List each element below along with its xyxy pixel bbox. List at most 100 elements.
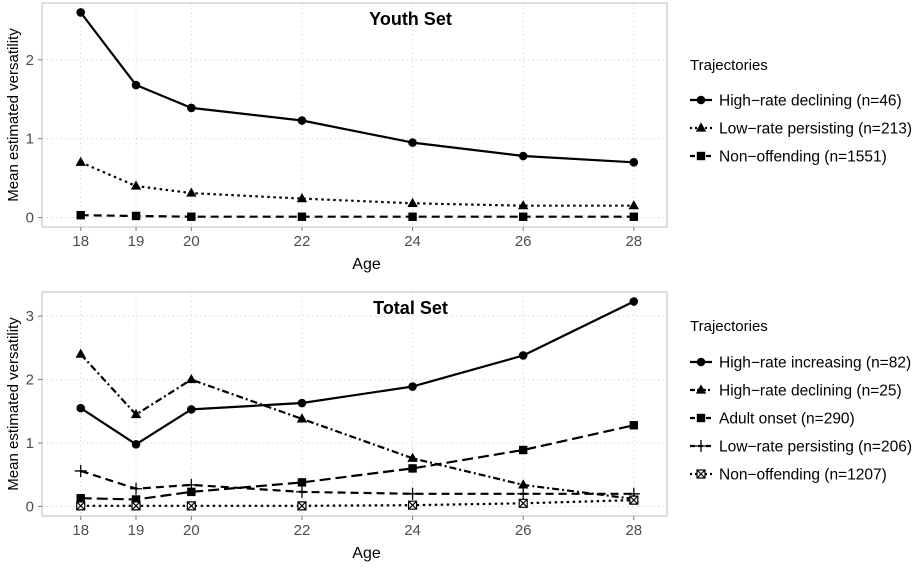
legend-key-marker xyxy=(696,413,706,423)
data-point xyxy=(518,351,528,360)
x-tick-label: 20 xyxy=(183,522,200,539)
x-tick-label: 18 xyxy=(72,522,89,539)
data-point xyxy=(131,501,141,511)
series-line xyxy=(80,499,634,507)
data-point xyxy=(131,211,141,221)
x-tick-label: 18 xyxy=(72,233,89,250)
legend-key-marker xyxy=(695,440,707,452)
data-point xyxy=(518,498,528,508)
data-point xyxy=(131,80,141,90)
series-2 xyxy=(75,348,640,503)
data-point xyxy=(187,103,196,113)
legend-label: Non−offending (n=1551) xyxy=(719,149,887,166)
data-point xyxy=(76,8,86,17)
x-tick-label: 26 xyxy=(515,233,532,250)
data-point xyxy=(629,212,639,221)
data-point xyxy=(297,501,307,511)
x-tick-label: 20 xyxy=(183,233,200,250)
data-point xyxy=(186,373,197,384)
data-point xyxy=(76,501,86,511)
data-point xyxy=(131,439,141,449)
data-point xyxy=(131,495,141,504)
data-point xyxy=(76,494,85,503)
legend-label: Adult onset (n=290) xyxy=(719,411,855,428)
data-point xyxy=(517,487,530,500)
legend: Trajectories High−rate increasing (n=82) H… xyxy=(690,318,912,484)
data-point xyxy=(297,116,307,125)
data-point xyxy=(297,212,307,221)
data-point xyxy=(187,212,196,221)
data-point xyxy=(186,501,196,511)
data-point xyxy=(406,487,419,500)
data-point xyxy=(75,348,86,358)
legend-title: Trajectories xyxy=(690,318,768,335)
data-point xyxy=(75,156,86,166)
series-line xyxy=(80,424,635,501)
series-1 xyxy=(76,8,639,167)
data-point xyxy=(517,200,529,210)
x-tick-label: 19 xyxy=(128,233,145,250)
legend: Trajectories High−rate declining (n=46) Lo… xyxy=(690,57,912,166)
data-point xyxy=(76,403,86,413)
series-2 xyxy=(75,156,640,210)
x-tick-label: 24 xyxy=(404,233,421,250)
data-point xyxy=(518,445,528,455)
plot-border xyxy=(41,2,668,228)
x-tick-label: 28 xyxy=(625,522,642,539)
legend-title: Trajectories xyxy=(690,57,768,74)
data-point xyxy=(187,487,196,497)
data-point xyxy=(296,413,308,423)
data-point xyxy=(518,212,528,221)
series-3 xyxy=(76,210,639,221)
data-point xyxy=(130,482,143,495)
y-tick-label: 1 xyxy=(26,131,34,148)
legend-key-marker xyxy=(696,95,706,105)
y-tick-label: 0 xyxy=(26,210,34,227)
series-1 xyxy=(76,297,639,449)
data-point xyxy=(297,398,307,408)
y-axis-label: Mean estimated versatility xyxy=(5,317,22,491)
data-point xyxy=(629,495,639,505)
data-point xyxy=(296,193,308,203)
legend-label: High−rate increasing (n=82) xyxy=(719,355,911,372)
legend-label: Non−offending (n=1207) xyxy=(719,467,887,484)
legend-key-marker xyxy=(695,122,707,132)
data-point xyxy=(408,138,417,147)
series-4 xyxy=(74,464,640,500)
x-tick-label: 24 xyxy=(404,522,421,539)
chart-title: Youth Set xyxy=(369,9,452,29)
x-axis-label: Age xyxy=(352,545,381,562)
data-point xyxy=(408,382,417,391)
legend-key-marker xyxy=(696,151,706,161)
legend-label: High−rate declining (n=46) xyxy=(719,93,902,110)
y-tick-label: 3 xyxy=(26,308,34,325)
data-point xyxy=(130,408,142,419)
x-tick-label: 28 xyxy=(625,233,642,250)
series-line xyxy=(80,300,635,446)
data-point xyxy=(629,421,639,430)
data-point xyxy=(74,464,87,477)
x-tick-label: 19 xyxy=(128,522,145,539)
data-point xyxy=(295,485,308,498)
data-point xyxy=(628,200,640,210)
x-tick-label: 22 xyxy=(294,233,311,250)
x-axis-label: Age xyxy=(352,256,381,273)
legend-key-marker xyxy=(696,469,706,479)
legend-label: Low−rate persisting (n=213) xyxy=(719,121,912,138)
y-tick-label: 0 xyxy=(26,498,34,515)
data-point xyxy=(629,297,639,306)
y-axis-label: Mean estimated versatility xyxy=(5,28,22,202)
y-tick-label: 2 xyxy=(26,372,34,389)
data-point xyxy=(407,197,418,207)
data-point xyxy=(407,452,418,462)
plot-border xyxy=(41,291,668,517)
data-point xyxy=(408,212,417,221)
data-point xyxy=(185,478,198,491)
legend-key-marker xyxy=(695,384,707,394)
x-tick-label: 26 xyxy=(515,522,532,539)
series-3 xyxy=(76,421,639,504)
chart-panel-1: 18 19 20 22 24 26 28 0 1 2 Age Mean estimated versa… xyxy=(5,2,912,273)
gridlines xyxy=(42,292,667,516)
series-line xyxy=(80,214,634,218)
